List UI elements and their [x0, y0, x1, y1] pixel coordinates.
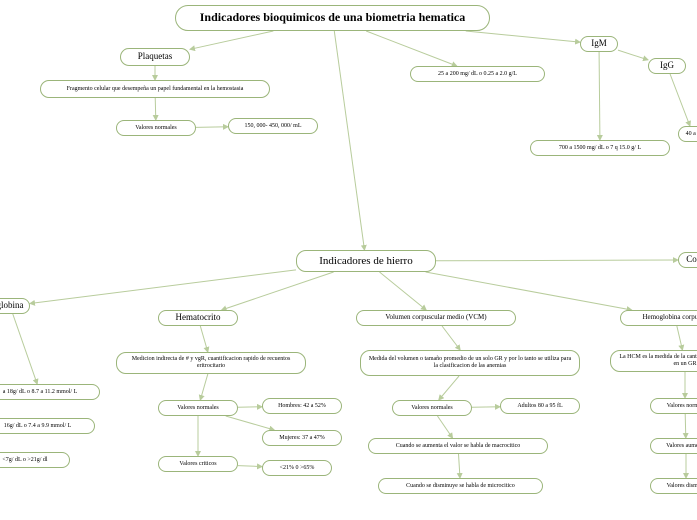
node-hemoglobina: globina: [0, 298, 30, 314]
node-vcm_micro: Cuando se disminuye se habla de microcit…: [378, 478, 543, 494]
edge: [190, 31, 273, 49]
edge: [437, 416, 452, 438]
node-vcm_desc: Medida del volumen o tamaño promedio de …: [360, 350, 580, 376]
edge: [472, 407, 500, 408]
node-plaq_desc: Fragmento celular que desempeña un papel…: [40, 80, 270, 98]
edge: [226, 416, 275, 430]
edge: [366, 31, 457, 66]
edge: [685, 414, 686, 438]
edge: [426, 272, 632, 310]
node-plaquetas: Plaquetas: [120, 48, 190, 66]
node-vcm_adult: Adultos 80 a 95 fL: [500, 398, 580, 414]
node-igg: IgG: [648, 58, 686, 74]
node-plaq_val: 150, 000- 450, 000/ mL: [228, 118, 318, 134]
node-igm: IgM: [580, 36, 618, 52]
edge: [222, 272, 334, 310]
node-hcm: Hemoglobina corpuscu: [620, 310, 697, 326]
node-hcm_vd: Valores disminu: [650, 478, 697, 494]
edge: [442, 326, 460, 350]
node-vcm_macro: Cuando se aumenta el valor se habla de m…: [368, 438, 548, 454]
node-hierro: Indicadores de hierro: [296, 250, 436, 272]
node-critval: <21% 0 >65%: [262, 460, 332, 476]
edge: [196, 127, 228, 128]
node-hcm_desc: La HCM es la medida de la cantidad prom.…: [610, 350, 697, 372]
edge: [155, 98, 156, 120]
edge: [334, 31, 364, 250]
node-title: Indicadores bioquimicos de una biometria…: [175, 5, 490, 31]
node-hema_vc: Valores criticos: [158, 456, 238, 472]
node-hcm_vn: Valores normal: [650, 398, 697, 414]
edge: [599, 52, 600, 140]
node-hb_v2: 16g/ dL o 7.4 a 9.9 mmol/ L: [0, 418, 95, 434]
edge: [677, 326, 683, 350]
node-hcm_va: Valores aumenta: [650, 438, 697, 454]
node-hematocrito: Hematocrito: [158, 310, 238, 326]
node-hema_desc: Medicion indirecta de # y vgR, cuantific…: [116, 352, 306, 374]
node-range2: 700 a 1500 mg/ dL o 7 q 15.0 g/ L: [530, 140, 670, 156]
edge: [439, 376, 459, 400]
node-plaq_vn: Valores normales: [116, 120, 196, 136]
node-vcm_vn: Valores normales: [392, 400, 472, 416]
edge: [200, 374, 208, 400]
node-range3: 40 a 3: [678, 126, 697, 142]
edge: [466, 31, 580, 42]
edge: [238, 466, 262, 467]
edge: [380, 272, 427, 310]
edge: [30, 270, 296, 304]
edge: [670, 74, 690, 126]
edge: [436, 260, 678, 261]
node-vcm: Volumen corpuscular medio (VCM): [356, 310, 516, 326]
edge: [459, 454, 461, 478]
node-hema_vn: Valores normales: [158, 400, 238, 416]
node-hombres: Hombres: 42 a 52%: [262, 398, 342, 414]
node-mujeres: Mujeres: 37 a 47%: [262, 430, 342, 446]
node-range1: 25 a 200 mg/ dL o 0.25 a 2.0 g/L: [410, 66, 545, 82]
edge: [13, 314, 37, 384]
node-cor: Cor: [678, 252, 697, 268]
node-hb_v3: <7g/ dL o >21g/ dl: [0, 452, 70, 468]
edge: [200, 326, 208, 352]
node-hb_v1: a 18g/ dL o 8.7 a 11.2 mmol/ L: [0, 384, 100, 400]
edge: [618, 50, 648, 60]
